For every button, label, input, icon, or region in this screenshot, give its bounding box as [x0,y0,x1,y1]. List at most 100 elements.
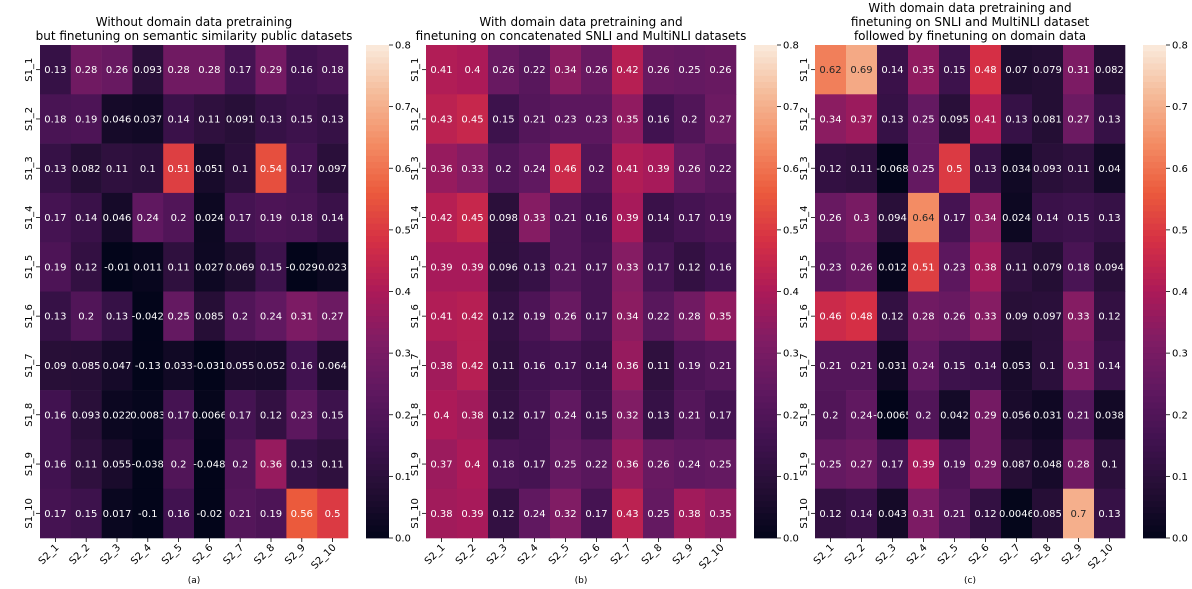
colorbar-segment [366,309,389,317]
heatmap-cell [163,94,195,144]
y-tick-label: S1_9 [799,452,810,476]
cell-value-label: 0.48 [850,312,872,323]
heatmap-cell [286,94,318,144]
cell-value-label: 0.069 [226,262,255,273]
colorbar-segment [366,155,389,163]
heatmap-cell [70,192,102,243]
cell-value-label: 0.32 [616,410,638,421]
cell-value-label: 0.17 [647,262,669,273]
cell-value-label: 0.2 [916,410,932,421]
colorbar-segment [754,297,777,305]
cell-value-label: 0.39 [912,460,934,471]
cell-value-label: 0.26 [850,262,872,273]
cell-value-label: 0.18 [44,114,66,125]
cell-value-label: 0.39 [461,509,483,520]
heatmap-cell [101,94,133,144]
colorbar-segment [754,439,777,446]
cell-value-label: 0.13 [523,262,545,273]
cell-value-label: 0.14 [1036,213,1058,224]
heatmap-cell [1094,390,1126,440]
heatmap-cell [224,242,256,292]
y-tick-label: S1_5 [24,255,35,279]
heatmap-cell [1063,45,1095,95]
colorbar-segment [366,223,389,231]
heatmap-cell [255,488,287,539]
heatmap-cell [970,45,1002,95]
colorbar-segment [366,353,389,360]
cell-value-label: 0.35 [616,114,638,125]
cell-value-label: 0.13 [881,114,903,125]
heatmap-cell [1094,94,1126,144]
heatmap-cell [194,291,226,342]
cell-value-label: 0.034 [1002,164,1031,175]
heatmap-cell [426,45,458,95]
cell-value-label: 0.13 [647,410,669,421]
cell-value-label: 0.24 [850,410,872,421]
heatmap-cell [101,242,133,292]
heatmap-cell [705,45,737,95]
heatmap-cell [1094,242,1126,292]
heatmap-cell [1032,192,1064,243]
cell-value-label: 0.28 [678,312,700,323]
cell-value-label: 0.24 [912,361,934,372]
cell-value-label: 0.11 [1067,164,1089,175]
heatmap-cell [255,45,287,95]
colorbar-segment [1143,199,1166,206]
heatmap-cell [550,439,582,489]
cell-value-label: 0.1 [1102,460,1118,471]
cell-value-label: 0.12 [260,410,282,421]
cell-value-label: 0.14 [75,213,97,224]
colorbar-segment [366,531,389,539]
colorbar-segment [1143,137,1166,144]
heatmap-cell [908,45,940,95]
colorbar-segment [754,346,777,354]
heatmap-cell [908,390,940,440]
chart-title-line-1: With domain data pretraining and [479,15,682,29]
colorbar-segment [754,519,777,527]
heatmap-cell [674,291,706,342]
cell-value-label: 0.15 [943,65,965,76]
cell-value-label: 0.085 [72,361,101,372]
cell-value-label: 0.024 [1002,213,1031,224]
cell-value-label: 0.23 [585,114,607,125]
cell-value-label: 0.16 [167,509,189,520]
heatmap-cell [846,242,878,292]
heatmap-cell [612,439,644,489]
colorbar-1: 0.0 0.1 0.2 0.3 0.4 0.5 0.6 0.7 0.8 [366,41,411,545]
cell-value-label: 0.42 [616,65,638,76]
colorbar-segment [366,470,389,477]
cell-value-label: 0.13 [1005,114,1027,125]
colorbar-segment [754,205,777,212]
colorbar-segment [1143,149,1166,157]
heatmap-cell [1063,192,1095,243]
heatmap-cell [877,192,909,243]
colorbar-segment [366,427,389,434]
cell-value-label: 0.5 [325,509,341,520]
cell-value-label: 0.35 [912,65,934,76]
colorbar-segment [1143,390,1166,397]
heatmap-cell [612,143,644,194]
cell-value-label: 0.093 [133,65,162,76]
cell-value-label: 0.19 [678,361,700,372]
heatmap-cell [705,488,737,539]
heatmap-cell [908,291,940,342]
cell-value-label: 0.19 [523,312,545,323]
colorbar-segment [366,476,389,483]
heatmap-cell [1032,45,1064,95]
colorbar-segment [1143,439,1166,446]
cell-value-label: 0.085 [1033,509,1062,520]
colorbar-segment [754,155,777,163]
colorbar-tick-label: 0.3 [783,349,799,360]
heatmap-cell [939,340,971,391]
heatmap-cell [255,94,287,144]
heatmap-cell [70,488,102,539]
cell-value-label: 0.26 [819,213,841,224]
x-tick-label: S2_4 [905,542,930,567]
colorbar-segment [754,180,777,188]
heatmap-cell [101,291,133,342]
colorbar-segment [754,125,777,132]
cell-value-label: 0.17 [229,410,251,421]
cell-value-label: -0.13 [135,361,161,372]
cell-value-label: -0.042 [132,312,164,323]
heatmap-cell [286,488,318,539]
